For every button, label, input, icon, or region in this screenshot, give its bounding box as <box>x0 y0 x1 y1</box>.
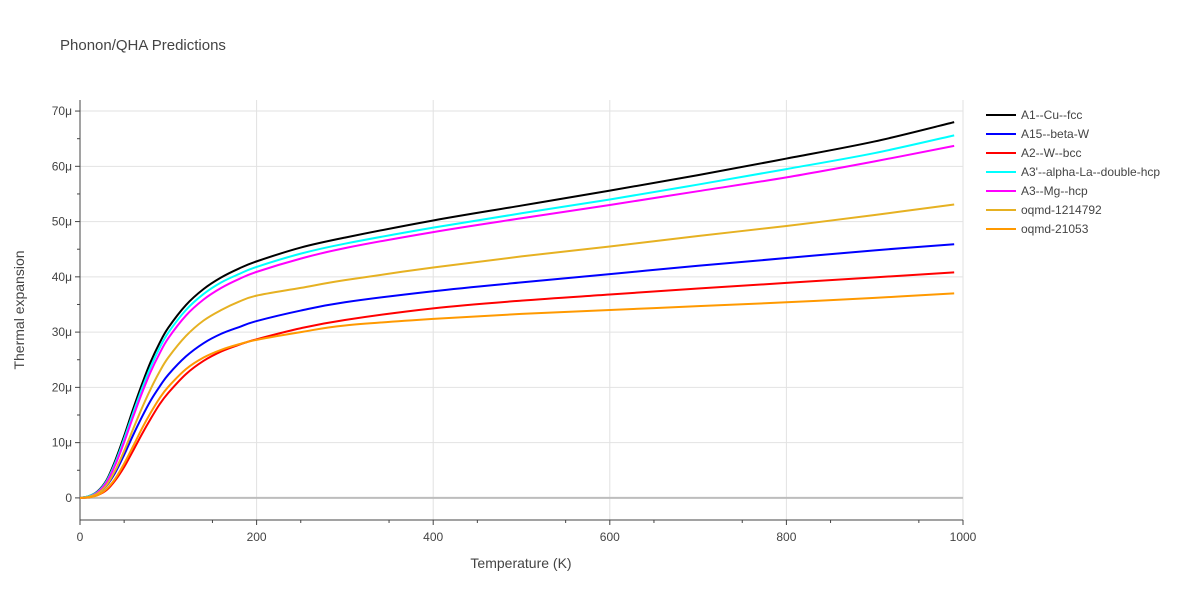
legend-label: oqmd-21053 <box>1021 222 1089 236</box>
y-axis-title: Thermal expansion <box>11 250 27 369</box>
legend[interactable]: A1--Cu--fcc A15--beta-W A2--W--bcc A3'--alp… <box>986 108 1160 236</box>
legend-label: A3'--alpha-La--double-hcp <box>1021 165 1160 179</box>
series-line-2 <box>79 243 955 499</box>
x-tick-label: 0 <box>77 530 84 544</box>
x-tick-label: 400 <box>423 530 443 544</box>
legend-item[interactable]: oqmd-21053 <box>986 222 1089 236</box>
legend-item[interactable]: A3'--alpha-La--double-hcp <box>986 165 1160 179</box>
series-line-3 <box>79 271 955 499</box>
x-tick-label: 800 <box>776 530 796 544</box>
y-tick-label: 20μ <box>52 380 72 394</box>
legend-item[interactable]: A2--W--bcc <box>986 146 1081 160</box>
x-axis-title: Temperature (K) <box>470 555 571 571</box>
y-tick-label: 40μ <box>52 270 72 284</box>
legend-item[interactable]: A1--Cu--fcc <box>986 108 1082 122</box>
series-line-6 <box>79 203 955 499</box>
legend-label: A15--beta-W <box>1021 127 1090 141</box>
x-tick-label: 1000 <box>950 530 977 544</box>
series-line-5 <box>79 144 955 499</box>
series-line-7 <box>79 292 955 499</box>
axes: 0 200 400 600 800 1000 0 10μ 20μ 30μ 40μ 50μ 60μ 70μ <box>52 100 977 544</box>
legend-label: A3--Mg--hcp <box>1021 184 1088 198</box>
chart-title: Phonon/QHA Predictions <box>60 37 226 54</box>
grid <box>80 100 964 520</box>
legend-item[interactable]: A3--Mg--hcp <box>986 184 1088 198</box>
y-tick-label: 0 <box>65 491 72 505</box>
y-tick-label: 10μ <box>52 436 72 450</box>
legend-item[interactable]: oqmd-1214792 <box>986 203 1102 217</box>
legend-label: A1--Cu--fcc <box>1021 108 1082 122</box>
y-tick-label: 30μ <box>52 325 72 339</box>
x-tick-label: 200 <box>247 530 267 544</box>
y-tick-label: 60μ <box>52 159 72 173</box>
y-tick-label: 70μ <box>52 104 72 118</box>
series-layer <box>79 121 955 499</box>
legend-item[interactable]: A15--beta-W <box>986 127 1090 141</box>
series-line-1 <box>79 121 955 499</box>
legend-label: oqmd-1214792 <box>1021 203 1102 217</box>
y-tick-label: 50μ <box>52 215 72 229</box>
x-tick-label: 600 <box>600 530 620 544</box>
legend-label: A2--W--bcc <box>1021 146 1081 160</box>
